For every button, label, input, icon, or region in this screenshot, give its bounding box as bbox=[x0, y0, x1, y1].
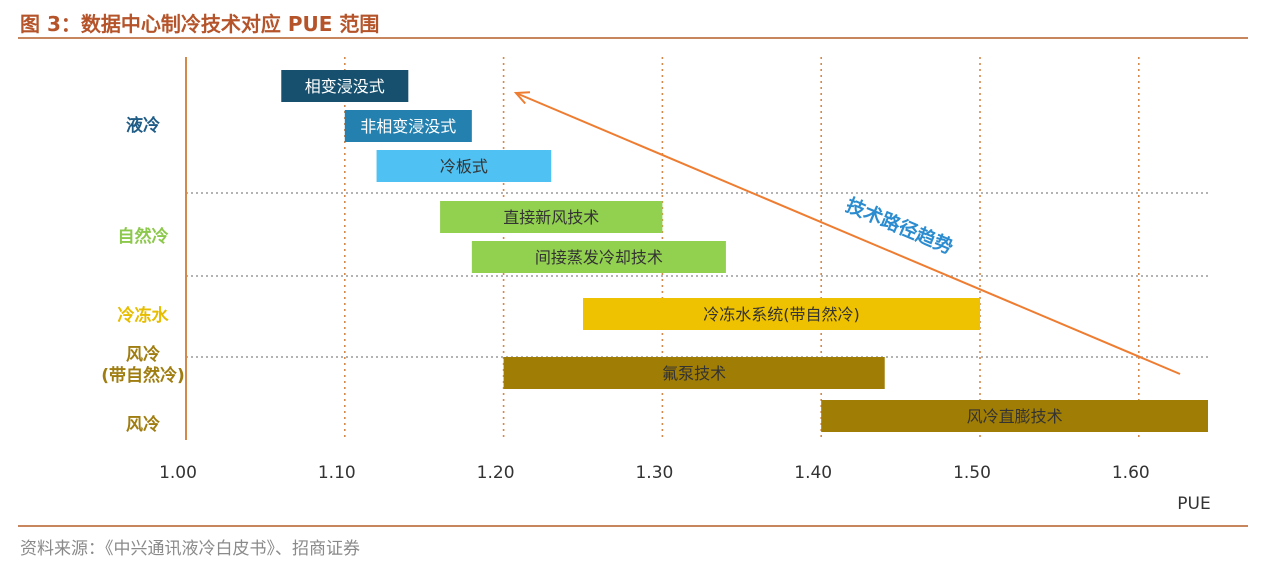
bar-label: 氟泵技术 bbox=[662, 364, 726, 383]
x-axis-label: PUE bbox=[1177, 494, 1210, 514]
range-bar bbox=[471, 241, 726, 273]
group-label-line: 风冷 bbox=[126, 344, 160, 365]
group-label-line: (带自然冷) bbox=[101, 365, 185, 386]
figure-title: 图 3：数据中心制冷技术对应 PUE 范围 bbox=[20, 12, 380, 36]
range-bar bbox=[281, 70, 409, 102]
x-tick-label: 1.10 bbox=[318, 463, 356, 483]
group-label-line: 风冷 bbox=[126, 414, 160, 435]
group-label-line: 冷冻水 bbox=[118, 305, 170, 326]
x-tick-label: 1.30 bbox=[635, 463, 673, 483]
group-label: 液冷 bbox=[126, 115, 160, 136]
group-separators bbox=[186, 192, 1208, 358]
trend-label: 技术路径趋势 bbox=[843, 193, 957, 259]
trend-arrow-line bbox=[515, 92, 1181, 375]
x-tick-label: 1.60 bbox=[1112, 463, 1150, 483]
bar-label: 相变浸没式 bbox=[305, 77, 385, 96]
x-tick-label: 1.20 bbox=[477, 463, 515, 483]
group-label-line: 自然冷 bbox=[118, 226, 169, 247]
group-label-line: 液冷 bbox=[126, 115, 160, 136]
group-label: 冷冻水 bbox=[118, 305, 170, 326]
x-tick-label: 1.50 bbox=[953, 463, 991, 483]
bottom-rule bbox=[18, 525, 1248, 527]
source-note: 资料来源：《中兴通讯液冷白皮书》、招商证券 bbox=[20, 539, 360, 559]
bar-label: 直接新风技术 bbox=[503, 208, 599, 227]
trend-annotation: 技术路径趋势 bbox=[513, 91, 1181, 375]
group-label: 自然冷 bbox=[118, 226, 169, 247]
group-label: 风冷(带自然冷) bbox=[101, 344, 185, 386]
bar-label: 非相变浸没式 bbox=[360, 117, 456, 136]
x-tick-label: 1.40 bbox=[794, 463, 832, 483]
x-tick-label: 1.00 bbox=[159, 463, 197, 483]
range-bar bbox=[821, 400, 1208, 432]
bar-label: 冷板式 bbox=[440, 157, 488, 176]
range-bar bbox=[376, 150, 552, 182]
x-tick-labels: 1.00 1.10 1.20 1.30 1.40 1.50 1.60 bbox=[159, 463, 1150, 483]
range-bar bbox=[440, 201, 663, 233]
top-rule bbox=[18, 37, 1248, 39]
trend-arrow-head bbox=[513, 91, 531, 105]
range-bar bbox=[503, 357, 885, 389]
group-label: 风冷 bbox=[126, 414, 160, 435]
bar-label: 间接蒸发冷却技术 bbox=[535, 248, 663, 267]
range-bar bbox=[583, 298, 980, 330]
range-bar bbox=[344, 110, 472, 142]
bar-label: 风冷直膨技术 bbox=[967, 407, 1063, 426]
bar-label: 冷冻水系统(带自然冷) bbox=[703, 305, 860, 324]
